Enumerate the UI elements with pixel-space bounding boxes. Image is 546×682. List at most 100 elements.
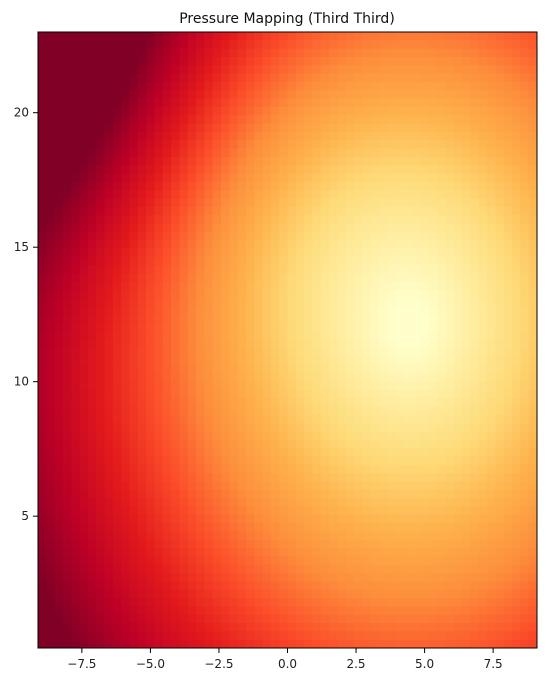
heatmap-cell <box>520 265 530 274</box>
heatmap-cell <box>46 340 56 349</box>
heatmap-cell <box>146 273 156 283</box>
heatmap-cell <box>403 623 413 632</box>
heatmap-cell <box>345 323 355 333</box>
heatmap-cell <box>453 423 463 433</box>
heatmap-cell <box>362 281 372 291</box>
heatmap-cell <box>420 473 430 483</box>
heatmap-cell <box>345 298 355 308</box>
heatmap-cell <box>279 156 289 166</box>
heatmap-cell <box>395 356 405 366</box>
heatmap-cell <box>121 98 131 108</box>
heatmap-cell <box>220 414 230 424</box>
heatmap-cell <box>304 256 314 266</box>
heatmap-cell <box>220 639 230 648</box>
heatmap-cell <box>320 506 330 516</box>
heatmap-cell <box>512 190 521 200</box>
heatmap-cell <box>38 340 47 349</box>
heatmap-cell <box>237 523 247 533</box>
heatmap-cell <box>420 223 430 233</box>
heatmap-cell <box>270 90 280 100</box>
heatmap-cell <box>395 40 405 50</box>
heatmap-cell <box>520 323 530 333</box>
heatmap-cell <box>354 165 363 175</box>
heatmap-cell <box>437 215 447 225</box>
heatmap-cell <box>162 356 172 366</box>
heatmap-cell <box>287 498 297 508</box>
heatmap-cell <box>378 439 388 449</box>
heatmap-cell <box>304 106 314 116</box>
heatmap-cell <box>270 481 280 491</box>
heatmap-cell <box>196 190 205 200</box>
heatmap-cell <box>38 589 47 599</box>
heatmap-cell <box>354 598 363 607</box>
heatmap-cell <box>395 190 405 200</box>
heatmap-cell <box>362 456 372 466</box>
heatmap-cell <box>262 123 272 133</box>
heatmap-cell <box>470 223 480 233</box>
heatmap-cell <box>129 73 139 83</box>
heatmap-cell <box>196 248 205 258</box>
heatmap-cell <box>137 181 147 191</box>
heatmap-cell <box>370 56 380 66</box>
heatmap-cell <box>87 448 97 458</box>
heatmap-cell <box>470 514 480 524</box>
heatmap-cell <box>495 215 505 225</box>
heatmap-cell <box>71 381 81 391</box>
heatmap-cell <box>254 56 264 66</box>
heatmap-cell <box>520 90 530 100</box>
heatmap-cell <box>428 240 438 250</box>
heatmap-cell <box>412 73 422 83</box>
heatmap-cell <box>528 306 537 316</box>
heatmap-cell <box>62 373 72 383</box>
heatmap-cell <box>62 331 72 341</box>
heatmap-cell <box>112 281 122 291</box>
heatmap-cell <box>487 115 497 125</box>
heatmap-cell <box>478 373 488 383</box>
heatmap-cell <box>312 614 322 624</box>
heatmap-cell <box>137 448 147 458</box>
heatmap-cell <box>362 90 372 100</box>
heatmap-cell <box>528 373 537 383</box>
heatmap-cell <box>87 181 97 191</box>
heatmap-cell <box>79 198 89 208</box>
heatmap-cell <box>395 506 405 516</box>
heatmap-cell <box>345 414 355 424</box>
heatmap-cell <box>387 106 397 116</box>
heatmap-cell <box>220 331 230 341</box>
heatmap-cell <box>254 389 264 399</box>
heatmap-cell <box>304 323 314 333</box>
heatmap-cell <box>503 140 513 150</box>
heatmap-cell <box>137 98 147 108</box>
heatmap-cell <box>112 398 122 408</box>
heatmap-cell <box>229 190 239 200</box>
heatmap-cell <box>453 181 463 191</box>
heatmap-cell <box>528 323 537 333</box>
heatmap-cell <box>270 639 280 648</box>
heatmap-cell <box>46 373 56 383</box>
heatmap-cell <box>270 456 280 466</box>
heatmap-cell <box>295 556 305 566</box>
heatmap-cell <box>445 381 455 391</box>
heatmap-cell <box>520 531 530 541</box>
heatmap-cell <box>287 240 297 250</box>
heatmap-cell <box>79 165 89 175</box>
heatmap-cell <box>378 215 388 225</box>
heatmap-cell <box>287 131 297 141</box>
heatmap-cell <box>54 181 64 191</box>
heatmap-cell <box>304 173 314 183</box>
heatmap-cell <box>462 298 472 308</box>
heatmap-cell <box>171 206 180 216</box>
heatmap-cell <box>196 439 205 449</box>
heatmap-cell <box>503 173 513 183</box>
heatmap-cell <box>38 323 47 333</box>
heatmap-cell <box>354 240 363 250</box>
heatmap-cell <box>96 173 106 183</box>
heatmap-cell <box>370 356 380 366</box>
heatmap-cell <box>337 456 347 466</box>
heatmap-cell <box>453 506 463 516</box>
heatmap-cell <box>204 406 214 416</box>
heatmap-cell <box>187 190 197 200</box>
heatmap-cell <box>171 356 180 366</box>
heatmap-cell <box>146 256 156 266</box>
heatmap-cell <box>270 356 280 366</box>
